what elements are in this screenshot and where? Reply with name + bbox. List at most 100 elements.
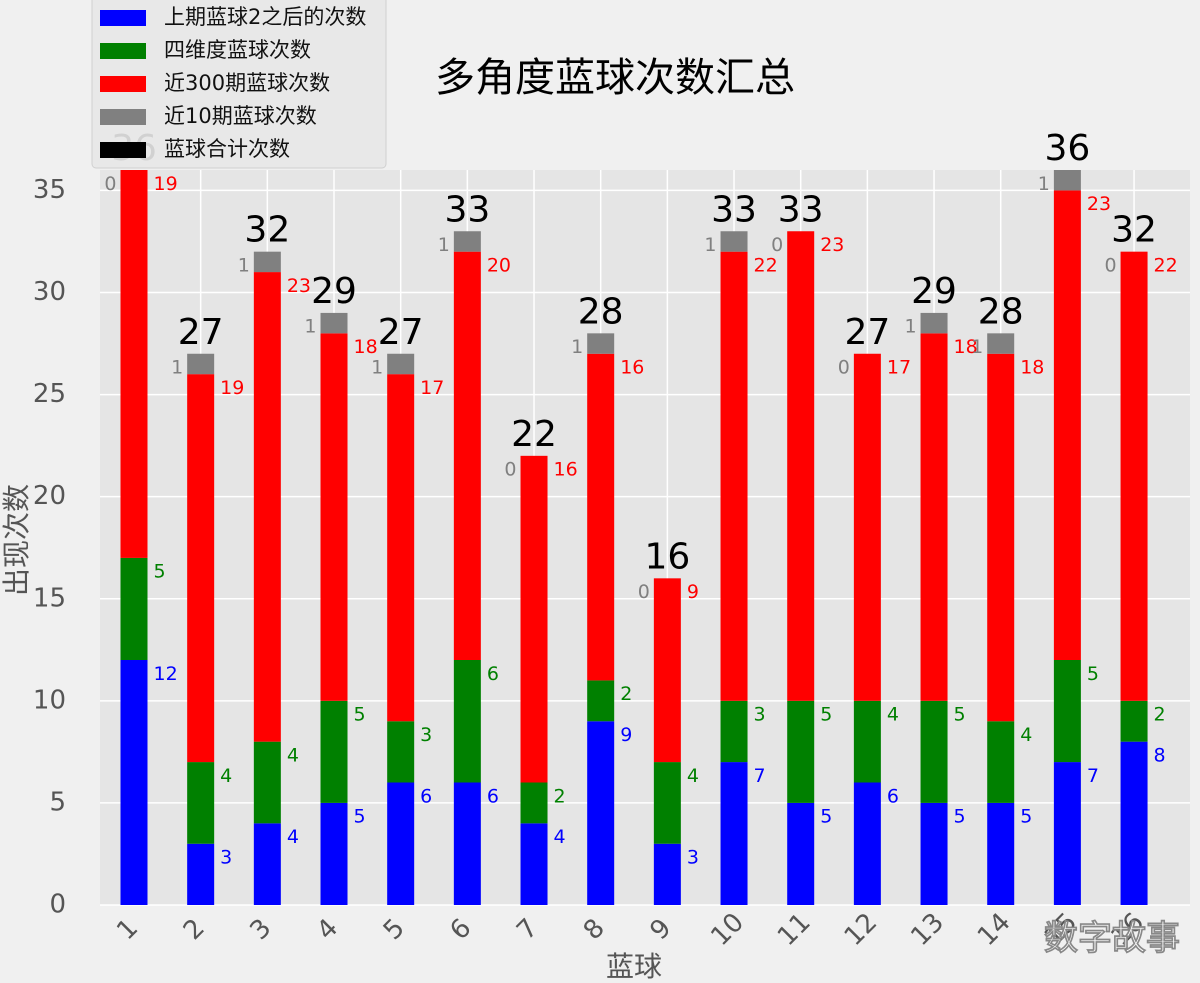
value-label: 22	[754, 254, 778, 276]
bar-segment	[1053, 170, 1081, 191]
bar-segment	[720, 762, 748, 905]
value-label: 5	[954, 704, 966, 726]
y-tick-label: 10	[33, 685, 66, 715]
value-label: 18	[954, 336, 978, 358]
y-tick-label: 25	[33, 379, 66, 409]
bar-segment	[120, 170, 148, 558]
value-label: 0	[1104, 254, 1116, 276]
x-tick-label: 8	[578, 913, 611, 946]
legend-label: 近300期蓝球次数	[164, 71, 330, 95]
bar-segment	[720, 231, 748, 252]
value-label: 1	[904, 316, 916, 338]
value-label: 12	[154, 663, 178, 685]
y-tick-label: 15	[33, 583, 66, 613]
legend-swatch	[100, 10, 146, 26]
value-label: 23	[287, 275, 311, 297]
bar-segment	[853, 353, 881, 701]
bar-segment	[387, 782, 415, 905]
bar-segment	[587, 680, 615, 722]
value-label: 20	[487, 254, 511, 276]
legend-label: 上期蓝球2之后的次数	[164, 5, 366, 29]
bar-segment	[787, 802, 815, 905]
x-tick-label: 14	[972, 907, 1017, 952]
bar-segment	[987, 333, 1015, 354]
bar-segment	[120, 557, 148, 660]
value-label: 1	[1038, 173, 1050, 195]
value-label: 3	[687, 847, 699, 869]
bar-segment	[453, 251, 481, 660]
value-label: 9	[687, 581, 699, 603]
total-label: 27	[178, 312, 224, 353]
legend-swatch	[100, 109, 146, 125]
value-label: 1	[971, 336, 983, 358]
x-tick-label: 2	[178, 913, 211, 946]
value-label: 17	[420, 377, 444, 399]
total-label: 33	[778, 189, 824, 230]
bar-segment	[1053, 660, 1081, 763]
value-label: 19	[154, 173, 178, 195]
bar-segment	[453, 231, 481, 252]
bar-segment	[320, 333, 348, 701]
value-label: 8	[1154, 744, 1166, 766]
value-label: 5	[354, 704, 366, 726]
bar-segment	[187, 843, 215, 905]
value-label: 4	[1020, 724, 1032, 746]
bar-segment	[853, 782, 881, 905]
legend-swatch	[100, 142, 146, 158]
legend-swatch	[100, 76, 146, 92]
bar-segment	[253, 272, 281, 742]
bar-segment	[787, 700, 815, 803]
bar-segment	[320, 700, 348, 803]
value-label: 16	[554, 459, 578, 481]
value-label: 18	[354, 336, 378, 358]
bar-segment	[1120, 700, 1148, 742]
watermark: 数字故事	[1044, 919, 1180, 959]
legend-label: 近10期蓝球次数	[164, 104, 317, 128]
bar-segment	[320, 802, 348, 905]
value-label: 18	[1020, 357, 1044, 379]
bar-segment	[520, 823, 548, 905]
total-label: 16	[644, 536, 690, 577]
bar-segment	[587, 333, 615, 354]
bar-segment	[187, 762, 215, 844]
value-label: 4	[887, 704, 899, 726]
value-label: 5	[954, 806, 966, 828]
value-label: 7	[754, 765, 766, 787]
bar-segment	[720, 251, 748, 701]
bar-segment	[987, 353, 1015, 722]
total-label: 33	[711, 189, 757, 230]
total-label: 22	[511, 414, 557, 455]
bar-segment	[253, 251, 281, 273]
value-label: 0	[504, 459, 516, 481]
value-label: 23	[820, 234, 844, 256]
bar-segment	[387, 374, 415, 722]
value-label: 5	[820, 806, 832, 828]
value-label: 0	[638, 581, 650, 603]
y-tick-label: 35	[33, 175, 66, 205]
total-label: 32	[244, 210, 290, 251]
value-label: 2	[554, 785, 566, 807]
x-tick-label: 7	[511, 913, 544, 946]
y-tick-label: 0	[49, 890, 66, 920]
bar-segment	[853, 700, 881, 783]
value-label: 7	[1087, 765, 1099, 787]
bar-segment	[720, 700, 748, 763]
value-label: 22	[1154, 254, 1178, 276]
bar-segment	[120, 660, 148, 905]
value-label: 9	[620, 724, 632, 746]
y-axis-label: 出现次数	[0, 484, 33, 596]
bar-segment	[520, 455, 548, 783]
value-label: 17	[887, 357, 911, 379]
bar-segment	[253, 741, 281, 824]
legend-box	[91, 0, 387, 169]
x-tick-label: 10	[705, 907, 750, 952]
value-label: 4	[287, 826, 299, 848]
legend-swatch	[100, 43, 146, 59]
x-tick-label: 6	[445, 913, 478, 946]
value-label: 1	[438, 234, 450, 256]
bar-segment	[520, 782, 548, 824]
x-tick-label: 3	[245, 913, 278, 946]
total-label: 29	[311, 271, 357, 312]
value-label: 0	[838, 357, 850, 379]
x-tick-label: 9	[645, 913, 678, 946]
